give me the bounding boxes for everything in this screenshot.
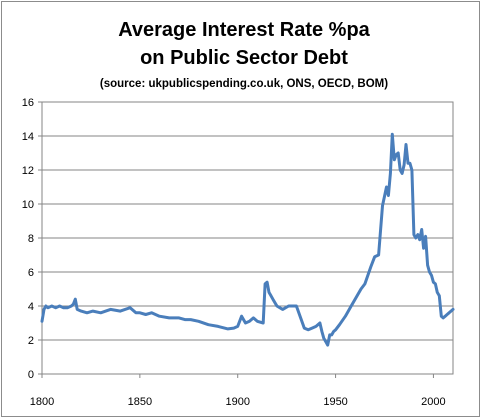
- y-tick-label: 2: [28, 335, 34, 347]
- x-tick-label: 1900: [225, 396, 249, 408]
- y-tick-label: 12: [22, 165, 34, 177]
- x-tick-label: 1800: [30, 396, 54, 408]
- chart-title-line2: on Public Sector Debt: [140, 47, 348, 69]
- x-tick-label: 2000: [421, 396, 445, 408]
- chart-title-line1: Average Interest Rate %pa: [118, 19, 370, 41]
- x-axis-ticks: 1800 1850 1900 1950 2000: [30, 374, 446, 408]
- series-line-interest-rate: [40, 132, 455, 347]
- y-axis-ticks: 0 2 4 6 8 10 12 14 16: [22, 97, 42, 381]
- x-tick-label: 1950: [323, 396, 347, 408]
- x-tick-label: 1850: [128, 396, 152, 408]
- gridlines: [42, 135, 453, 341]
- chart-subtitle: (source: ukpublicspending.co.uk, ONS, OE…: [100, 78, 388, 90]
- y-tick-label: 0: [28, 369, 34, 381]
- y-tick-label: 8: [28, 233, 34, 245]
- y-tick-label: 4: [28, 301, 34, 313]
- y-tick-label: 14: [22, 131, 34, 143]
- y-tick-label: 16: [22, 97, 34, 109]
- y-tick-label: 10: [22, 199, 34, 211]
- y-tick-label: 6: [28, 267, 34, 279]
